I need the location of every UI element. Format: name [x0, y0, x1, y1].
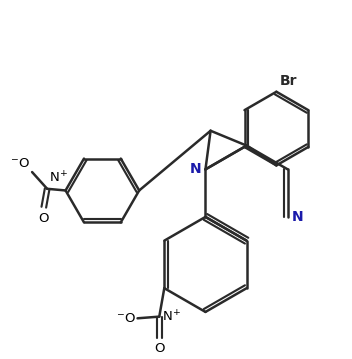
- Text: $^{-}$O: $^{-}$O: [11, 157, 30, 171]
- Text: N: N: [292, 210, 303, 224]
- Text: O: O: [154, 342, 164, 355]
- Text: N$^{+}$: N$^{+}$: [162, 309, 181, 324]
- Text: N$^{+}$: N$^{+}$: [49, 170, 68, 186]
- Text: $^{-}$O: $^{-}$O: [116, 312, 136, 325]
- Text: N: N: [190, 162, 201, 176]
- Text: Br: Br: [280, 74, 297, 88]
- Text: O: O: [39, 212, 49, 225]
